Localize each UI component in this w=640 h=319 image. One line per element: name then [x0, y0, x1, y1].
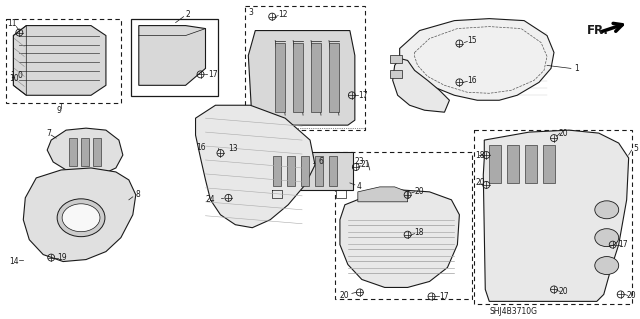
Text: 3: 3: [248, 8, 253, 17]
Text: 16: 16: [196, 143, 206, 152]
Polygon shape: [248, 31, 355, 125]
Polygon shape: [139, 26, 205, 85]
Polygon shape: [196, 105, 315, 228]
Text: 20: 20: [415, 187, 424, 197]
Text: SHJ4B3710G: SHJ4B3710G: [489, 307, 537, 316]
Text: 21: 21: [361, 160, 371, 169]
Text: 14: 14: [10, 257, 19, 266]
Text: 16: 16: [467, 76, 477, 85]
Bar: [390, 70, 402, 78]
Polygon shape: [340, 190, 460, 287]
Bar: [293, 42, 303, 112]
Text: 17: 17: [358, 91, 367, 100]
Polygon shape: [23, 168, 136, 262]
Text: 20: 20: [476, 178, 485, 187]
Bar: [311, 42, 321, 112]
Text: 2: 2: [186, 10, 190, 19]
Text: 4: 4: [357, 182, 362, 191]
Polygon shape: [13, 26, 106, 95]
Text: 8: 8: [136, 190, 141, 199]
Text: 11: 11: [8, 19, 17, 28]
Text: 9: 9: [56, 106, 61, 115]
Text: 19: 19: [57, 253, 67, 262]
Text: 5: 5: [634, 144, 639, 152]
Text: 23: 23: [355, 158, 364, 167]
Polygon shape: [399, 19, 554, 100]
Ellipse shape: [595, 229, 619, 247]
Polygon shape: [483, 130, 628, 301]
Text: 1: 1: [574, 64, 579, 73]
Polygon shape: [393, 58, 449, 112]
Bar: [245, 6, 365, 130]
Bar: [81, 138, 89, 166]
Text: 24: 24: [205, 195, 215, 204]
Ellipse shape: [62, 204, 100, 232]
Bar: [301, 156, 309, 186]
Bar: [507, 145, 519, 183]
Text: 1: 1: [10, 71, 15, 80]
Ellipse shape: [595, 201, 619, 219]
Text: 7: 7: [46, 129, 51, 137]
Bar: [287, 156, 295, 186]
Ellipse shape: [595, 256, 619, 274]
Text: 20: 20: [340, 291, 349, 300]
Text: 12: 12: [278, 10, 288, 19]
Text: 6: 6: [318, 158, 323, 167]
Bar: [543, 145, 555, 183]
Text: 20: 20: [559, 129, 568, 137]
Text: 0: 0: [17, 71, 22, 80]
Text: 20: 20: [627, 291, 636, 300]
Bar: [525, 145, 537, 183]
Text: 17: 17: [619, 240, 628, 249]
Bar: [69, 138, 77, 166]
Bar: [329, 42, 339, 112]
Polygon shape: [358, 187, 408, 202]
Ellipse shape: [57, 199, 105, 237]
Bar: [265, 152, 353, 190]
Bar: [335, 152, 472, 300]
Bar: [275, 42, 285, 112]
Text: 13: 13: [228, 144, 238, 152]
Text: 18: 18: [415, 228, 424, 237]
Text: 17: 17: [440, 292, 449, 301]
Bar: [93, 138, 101, 166]
Text: FR.: FR.: [587, 24, 609, 37]
Polygon shape: [245, 148, 255, 162]
Bar: [315, 156, 323, 186]
Bar: [273, 156, 281, 186]
Bar: [329, 156, 337, 186]
Text: 18: 18: [476, 151, 485, 160]
Bar: [474, 130, 632, 304]
Bar: [390, 56, 402, 63]
Bar: [131, 19, 218, 96]
Text: 15: 15: [467, 36, 477, 45]
Text: 17: 17: [209, 70, 218, 79]
Polygon shape: [47, 128, 123, 176]
Text: 10: 10: [10, 74, 19, 83]
Text: 20: 20: [559, 287, 568, 296]
Bar: [6, 19, 121, 103]
Bar: [489, 145, 501, 183]
